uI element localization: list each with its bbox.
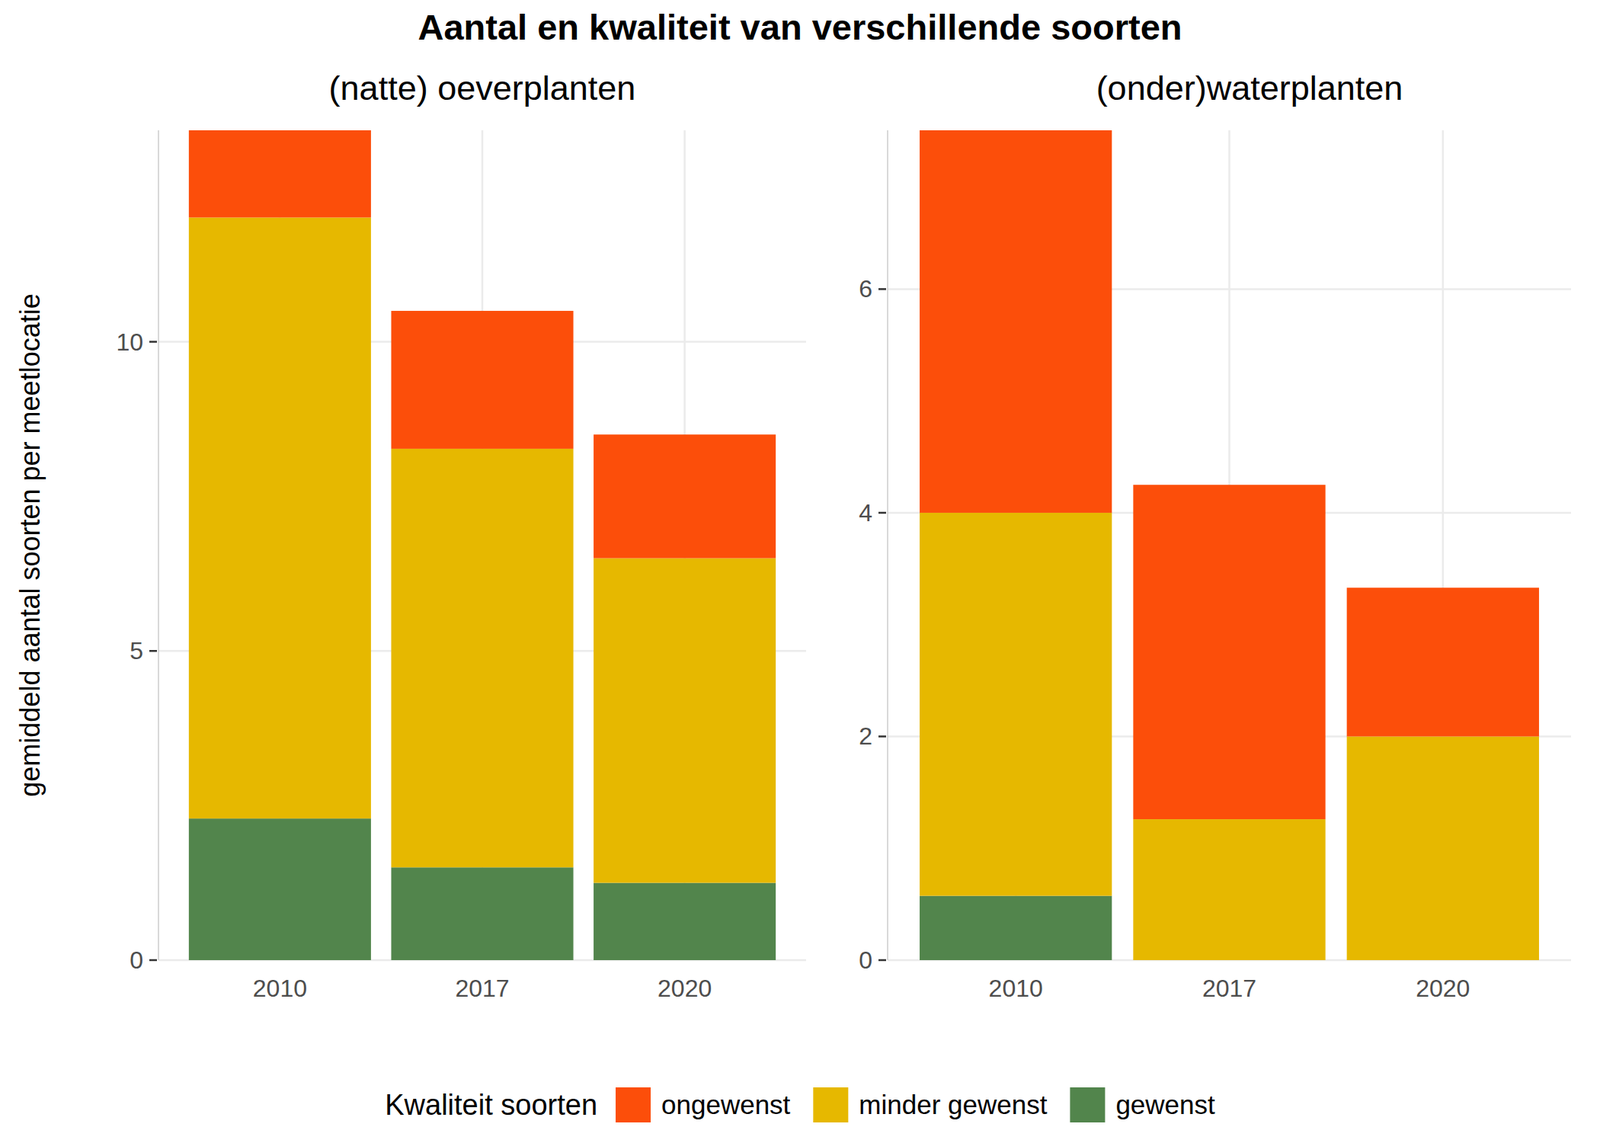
bar-segment [1347,736,1540,960]
legend-label: gewenst [1115,1089,1216,1120]
bar-segment [390,448,573,868]
bar-segment [188,217,372,819]
x-tick-label: 2020 [1415,974,1470,1002]
y-tick-label: 6 [858,275,873,303]
subtitle: (onder)waterplanten [1096,68,1404,108]
legend-label: minder gewenst [858,1089,1047,1120]
bar-segment [593,883,776,960]
y-tick-label: 0 [858,946,873,974]
bars [188,130,776,960]
bar-segment [1132,819,1325,960]
y-tick [149,959,157,962]
bar-segment [188,130,372,218]
bar-segment [1347,587,1540,736]
legend: Kwaliteit soorten ongewenst minder gewenst… [384,1087,1216,1123]
y-tick-label: 4 [858,499,873,527]
y-tick [878,735,887,738]
legend-label: ongewenst [661,1089,791,1120]
legend-title: Kwaliteit soorten [384,1088,598,1121]
bar-segment [919,512,1112,896]
x-tick-label: 2010 [252,974,308,1002]
x-tick-label: 2017 [1202,974,1257,1002]
bar-segment [188,818,372,960]
x-tick-label: 2010 [988,974,1044,1002]
x-tick-label: 2017 [454,974,509,1002]
bar-segment [390,310,573,449]
bar-segment [919,896,1112,960]
bar-segment [1132,484,1325,820]
y-tick [878,512,887,515]
y-tick [878,959,887,962]
y-tick-label: 10 [115,328,144,356]
legend-key [1069,1087,1105,1123]
bar-segment [593,434,776,558]
y-tick-label: 2 [858,722,873,750]
y-tick-label: 5 [129,636,144,665]
y-tick-label: 0 [129,946,144,974]
y-tick [149,649,157,653]
y-tick [149,340,157,343]
y-tick [878,288,887,291]
legend-key [615,1087,651,1123]
y-axis-line [157,130,160,960]
bar-segment [390,867,573,960]
legend-key [812,1087,848,1123]
x-tick-label: 2020 [657,974,712,1002]
bar-segment [919,130,1112,513]
subtitle: (natte) oeverplanten [329,68,637,108]
y-axis-label: gemiddeld aantal soorten per meetlocatie [14,293,46,797]
bar-segment [593,558,776,884]
y-axis-line [886,130,889,960]
title: Aantal en kwaliteit van verschillende so… [418,6,1183,48]
bars [919,130,1540,960]
